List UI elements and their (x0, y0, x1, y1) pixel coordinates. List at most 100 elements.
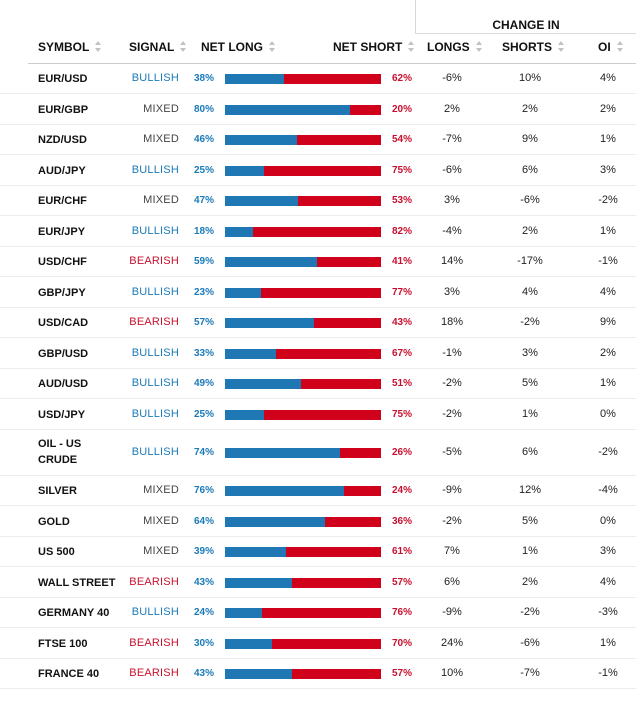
symbol-cell[interactable]: AUD/USD (38, 378, 89, 390)
sort-icon[interactable] (408, 41, 415, 52)
column-header-signal[interactable]: SIGNAL (129, 40, 187, 54)
sentiment-bar (225, 348, 381, 359)
table-row[interactable]: SILVER MIXED 76% 24% -9% 12% -4% (0, 476, 636, 506)
sort-icon[interactable] (269, 41, 276, 52)
signal-cell: BEARISH (129, 636, 179, 649)
table-row[interactable]: GBP/USD BULLISH 33% 67% -1% 3% 2% (0, 338, 636, 369)
symbol-cell[interactable]: GOLD (38, 515, 70, 528)
symbol-cell[interactable]: EUR/JPY (38, 225, 86, 238)
sort-icon[interactable] (95, 41, 102, 52)
net-short-percent: 75% (391, 164, 412, 176)
table-row[interactable]: NZD/USD MIXED 46% 54% -7% 9% 1% (0, 125, 636, 155)
column-header-symbol-label: SYMBOL (38, 40, 90, 54)
symbol-cell[interactable]: GBP/JPY (38, 286, 86, 299)
table-row[interactable]: GOLD MIXED 64% 36% -2% 5% 0% (0, 506, 636, 537)
longs-change-cell: 6% (444, 575, 460, 588)
oi-change-cell: 0% (600, 407, 616, 420)
symbol-cell[interactable]: WALL STREET (38, 576, 116, 589)
longs-change-cell: 18% (440, 316, 464, 328)
signal-cell: MIXED (143, 545, 179, 557)
sort-icon[interactable] (180, 41, 187, 52)
sentiment-bar (225, 638, 381, 649)
change-in-group-header: CHANGE IN (415, 0, 636, 34)
table-row[interactable]: EUR/JPY BULLISH 18% 82% -4% 2% 1% (0, 216, 636, 247)
sentiment-bar (225, 74, 381, 84)
symbol-cell[interactable]: USD/CAD (38, 317, 89, 329)
net-short-percent: 20% (391, 103, 412, 115)
table-row[interactable]: US 500 MIXED 39% 61% 7% 1% 3% (0, 537, 636, 567)
oi-change-cell: 4% (600, 285, 616, 298)
sort-icon[interactable] (475, 41, 483, 52)
symbol-cell[interactable]: FTSE 100 (38, 637, 88, 650)
longs-change-cell: 14% (440, 255, 464, 267)
oi-change-cell: -3% (598, 606, 618, 618)
symbol-cell[interactable]: USD/JPY (38, 408, 86, 421)
symbol-cell[interactable]: US 500 (38, 546, 75, 558)
column-header-symbol[interactable]: SYMBOL (38, 40, 102, 54)
shorts-change-cell: 9% (522, 133, 538, 145)
table-row[interactable]: USD/CHF BEARISH 59% 41% 14% -17% -1% (0, 247, 636, 277)
shorts-change-cell: 4% (522, 285, 538, 298)
longs-change-cell: -6% (442, 163, 462, 176)
symbol-cell[interactable]: EUR/USD (38, 73, 88, 85)
column-header-shorts[interactable]: SHORTS (502, 40, 565, 54)
header-divider (28, 63, 636, 64)
longs-change-cell: 24% (440, 636, 464, 649)
net-long-bar-fill (225, 577, 293, 588)
signal-cell: BEARISH (129, 316, 179, 328)
longs-change-cell: 7% (444, 545, 460, 557)
sort-icon[interactable] (558, 41, 565, 52)
net-short-percent: 36% (391, 515, 412, 527)
sort-icon[interactable] (616, 41, 624, 52)
shorts-change-cell: -2% (520, 316, 540, 328)
signal-cell: BULLISH (131, 446, 179, 458)
symbol-cell[interactable]: FRANCE 40 (38, 668, 100, 680)
signal-cell: BEARISH (129, 667, 179, 679)
table-row[interactable]: FRANCE 40 BEARISH 43% 57% 10% -7% -1% (0, 659, 636, 689)
sentiment-bar (225, 257, 381, 267)
shorts-change-cell: 6% (522, 446, 538, 458)
net-long-percent: 80% (193, 103, 214, 115)
longs-change-cell: -4% (442, 224, 462, 237)
signal-cell: MIXED (143, 194, 179, 206)
shorts-change-cell: 5% (522, 514, 538, 527)
symbol-cell[interactable]: EUR/CHF (38, 195, 87, 207)
shorts-change-cell: 12% (518, 484, 542, 496)
symbol-cell[interactable]: GBP/USD (38, 347, 89, 360)
column-header-oi[interactable]: OI (598, 40, 624, 54)
symbol-cell[interactable]: NZD/USD (38, 134, 87, 146)
symbol-cell[interactable]: SILVER (38, 485, 77, 497)
symbol-cell[interactable]: AUD/JPY (38, 164, 86, 177)
table-row[interactable]: EUR/CHF MIXED 47% 53% 3% -6% -2% (0, 186, 636, 216)
longs-change-cell: -1% (442, 346, 462, 359)
longs-change-cell: -2% (442, 407, 462, 420)
table-row[interactable]: USD/JPY BULLISH 25% 75% -2% 1% 0% (0, 399, 636, 430)
table-row[interactable]: AUD/JPY BULLISH 25% 75% -6% 6% 3% (0, 155, 636, 186)
table-row[interactable]: EUR/GBP MIXED 80% 20% 2% 2% 2% (0, 94, 636, 125)
table-row[interactable]: USD/CAD BEARISH 57% 43% 18% -2% 9% (0, 308, 636, 338)
symbol-cell[interactable]: EUR/GBP (38, 103, 89, 116)
column-header-longs[interactable]: LONGS (427, 40, 483, 54)
table-row[interactable]: AUD/USD BULLISH 49% 51% -2% 5% 1% (0, 369, 636, 399)
signal-cell: MIXED (143, 133, 179, 145)
table-row[interactable]: FTSE 100 BEARISH 30% 70% 24% -6% 1% (0, 628, 636, 659)
table-row[interactable]: WALL STREET BEARISH 43% 57% 6% 2% 4% (0, 567, 636, 598)
symbol-cell[interactable]: GERMANY 40 (38, 607, 110, 619)
net-long-bar-fill (225, 608, 263, 618)
net-long-percent: 30% (193, 637, 214, 649)
net-long-percent: 23% (193, 286, 214, 298)
symbol-cell[interactable]: OIL - US CRUDE (38, 438, 82, 466)
table-row[interactable]: EUR/USD BULLISH 38% 62% -6% 10% 4% (0, 64, 636, 94)
signal-cell: BULLISH (131, 346, 179, 359)
column-header-net-short[interactable]: NET SHORT (333, 40, 415, 54)
net-long-bar-fill (225, 104, 350, 115)
longs-change-cell: -9% (442, 606, 462, 618)
table-row[interactable]: GBP/JPY BULLISH 23% 77% 3% 4% 4% (0, 277, 636, 308)
net-short-percent: 70% (391, 637, 412, 649)
net-short-percent: 75% (391, 408, 412, 420)
table-row[interactable]: GERMANY 40 BULLISH 24% 76% -9% -2% -3% (0, 598, 636, 628)
column-header-net-long[interactable]: NET LONG (201, 40, 276, 54)
table-row[interactable]: OIL - US CRUDE BULLISH 74% 26% -5% 6% -2% (0, 430, 636, 476)
symbol-cell[interactable]: USD/CHF (38, 256, 87, 268)
net-short-percent: 77% (391, 286, 412, 298)
